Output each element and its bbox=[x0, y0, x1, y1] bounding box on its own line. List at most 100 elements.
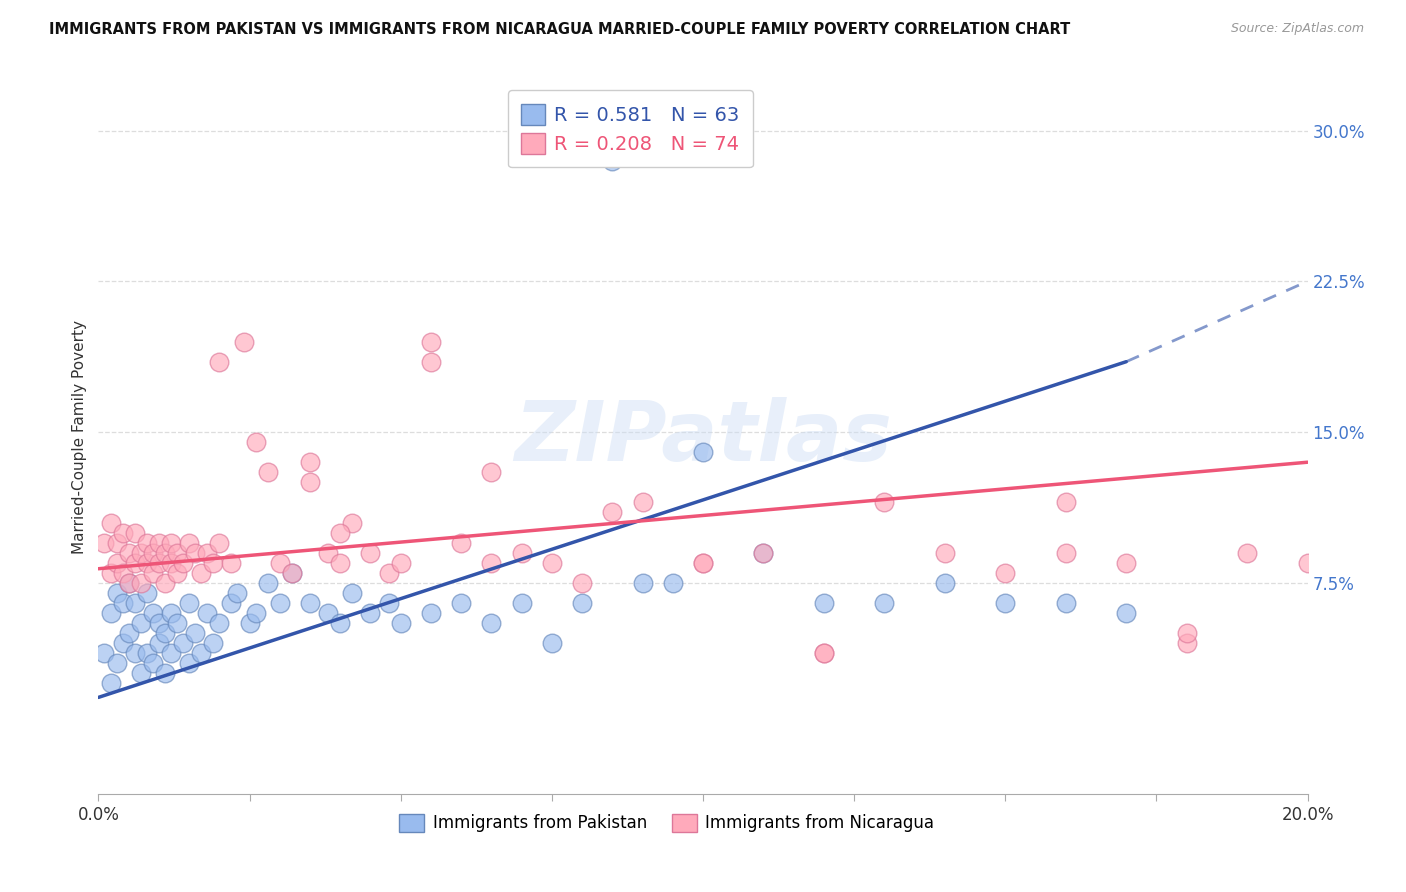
Point bbox=[316, 606, 339, 620]
Point bbox=[118, 626, 141, 640]
Point bbox=[813, 646, 835, 660]
Point bbox=[1175, 636, 1198, 650]
Point bbox=[994, 566, 1017, 580]
Point bbox=[752, 546, 775, 560]
Point bbox=[142, 606, 165, 620]
Point bbox=[135, 646, 157, 660]
Point bbox=[571, 575, 593, 590]
Point bbox=[329, 525, 352, 540]
Point bbox=[389, 615, 412, 630]
Point bbox=[269, 556, 291, 570]
Point bbox=[934, 575, 956, 590]
Point bbox=[245, 606, 267, 620]
Point bbox=[124, 596, 146, 610]
Point bbox=[124, 525, 146, 540]
Point bbox=[118, 575, 141, 590]
Point bbox=[316, 546, 339, 560]
Point bbox=[129, 575, 152, 590]
Point bbox=[450, 535, 472, 549]
Point bbox=[184, 546, 207, 560]
Point bbox=[329, 556, 352, 570]
Legend: Immigrants from Pakistan, Immigrants from Nicaragua: Immigrants from Pakistan, Immigrants fro… bbox=[392, 807, 941, 839]
Point bbox=[111, 636, 134, 650]
Point bbox=[420, 334, 443, 349]
Point bbox=[692, 556, 714, 570]
Point bbox=[602, 506, 624, 520]
Point bbox=[208, 535, 231, 549]
Point bbox=[111, 525, 134, 540]
Point bbox=[389, 556, 412, 570]
Point bbox=[342, 586, 364, 600]
Point bbox=[329, 615, 352, 630]
Point bbox=[1236, 546, 1258, 560]
Point bbox=[602, 153, 624, 168]
Point bbox=[299, 596, 322, 610]
Point bbox=[153, 666, 176, 681]
Point bbox=[239, 615, 262, 630]
Point bbox=[153, 546, 176, 560]
Point bbox=[105, 586, 128, 600]
Point bbox=[179, 657, 201, 671]
Text: ZIPatlas: ZIPatlas bbox=[515, 397, 891, 477]
Point bbox=[1115, 606, 1137, 620]
Point bbox=[160, 646, 183, 660]
Point bbox=[202, 636, 225, 650]
Point bbox=[360, 606, 382, 620]
Point bbox=[873, 495, 896, 509]
Point bbox=[510, 546, 533, 560]
Point bbox=[281, 566, 304, 580]
Point bbox=[105, 657, 128, 671]
Text: Source: ZipAtlas.com: Source: ZipAtlas.com bbox=[1230, 22, 1364, 36]
Point bbox=[129, 615, 152, 630]
Point bbox=[166, 546, 188, 560]
Point bbox=[142, 566, 165, 580]
Point bbox=[100, 516, 122, 530]
Text: IMMIGRANTS FROM PAKISTAN VS IMMIGRANTS FROM NICARAGUA MARRIED-COUPLE FAMILY POVE: IMMIGRANTS FROM PAKISTAN VS IMMIGRANTS F… bbox=[49, 22, 1070, 37]
Point bbox=[179, 596, 201, 610]
Point bbox=[105, 535, 128, 549]
Point bbox=[105, 556, 128, 570]
Point bbox=[135, 556, 157, 570]
Point bbox=[166, 566, 188, 580]
Point bbox=[420, 606, 443, 620]
Point bbox=[148, 615, 170, 630]
Point bbox=[692, 556, 714, 570]
Point bbox=[118, 575, 141, 590]
Point bbox=[135, 586, 157, 600]
Point bbox=[179, 535, 201, 549]
Point bbox=[540, 636, 562, 650]
Point bbox=[118, 546, 141, 560]
Point bbox=[281, 566, 304, 580]
Point bbox=[135, 535, 157, 549]
Point bbox=[377, 566, 399, 580]
Point bbox=[1054, 495, 1077, 509]
Y-axis label: Married-Couple Family Poverty: Married-Couple Family Poverty bbox=[72, 320, 87, 554]
Point bbox=[994, 596, 1017, 610]
Point bbox=[111, 566, 134, 580]
Point bbox=[100, 676, 122, 690]
Point bbox=[129, 546, 152, 560]
Point bbox=[342, 516, 364, 530]
Point bbox=[160, 556, 183, 570]
Point bbox=[631, 575, 654, 590]
Point bbox=[124, 556, 146, 570]
Point bbox=[571, 596, 593, 610]
Point bbox=[124, 646, 146, 660]
Point bbox=[540, 556, 562, 570]
Point bbox=[93, 646, 115, 660]
Point bbox=[160, 535, 183, 549]
Point bbox=[299, 475, 322, 490]
Point bbox=[172, 636, 194, 650]
Point bbox=[631, 495, 654, 509]
Point bbox=[190, 646, 212, 660]
Point bbox=[299, 455, 322, 469]
Point bbox=[100, 566, 122, 580]
Point bbox=[1296, 556, 1319, 570]
Point bbox=[202, 556, 225, 570]
Point bbox=[148, 556, 170, 570]
Point bbox=[1054, 546, 1077, 560]
Point bbox=[226, 586, 249, 600]
Point bbox=[752, 546, 775, 560]
Point bbox=[93, 535, 115, 549]
Point bbox=[148, 535, 170, 549]
